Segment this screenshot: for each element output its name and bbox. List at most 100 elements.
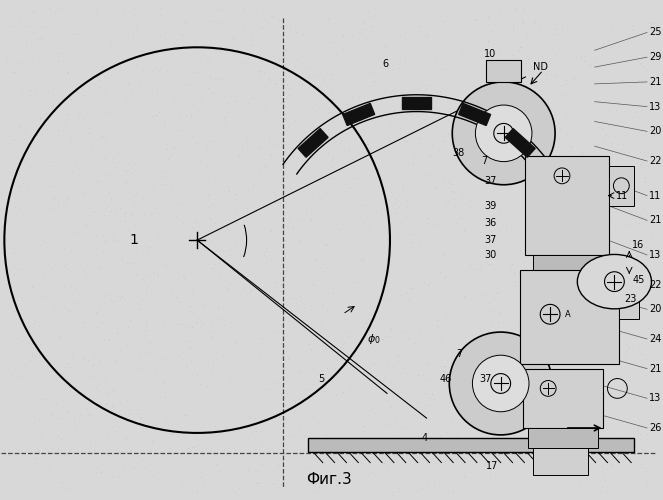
Point (273, 60, 284, 68)
Point (48, 102, 58, 110)
Point (234, 152, 245, 160)
Point (567, 230, 577, 237)
Point (109, 422, 120, 430)
Point (629, 78, 639, 86)
Point (493, 429, 504, 437)
Point (109, 209, 120, 217)
Point (259, 479, 269, 487)
Point (435, 65, 446, 73)
Point (524, 414, 534, 422)
Point (107, 386, 118, 394)
Point (214, 430, 225, 438)
Point (413, 125, 424, 133)
Point (518, 18, 529, 26)
Point (535, 122, 546, 130)
Point (130, 20, 141, 28)
Point (12, 28, 23, 36)
Point (27, 350, 38, 358)
Point (560, 90, 571, 98)
Point (519, 323, 530, 331)
Point (244, 412, 255, 420)
Point (394, 484, 404, 492)
Point (289, 408, 300, 416)
Point (81, 274, 91, 281)
Point (443, 488, 453, 496)
Point (98, 132, 109, 140)
Point (452, 10, 463, 18)
Point (5, 301, 15, 309)
Point (78, 359, 89, 367)
Point (86, 100, 96, 108)
Point (398, 424, 408, 432)
Point (88, 446, 99, 454)
Point (475, 82, 485, 90)
Point (58, 64, 69, 72)
Point (449, 202, 459, 209)
Point (72, 62, 83, 70)
Point (472, 472, 483, 480)
Point (359, 272, 369, 280)
Point (383, 133, 394, 141)
Point (364, 214, 375, 222)
Point (143, 111, 153, 119)
Point (256, 9, 267, 17)
Point (602, 483, 613, 491)
Point (541, 422, 552, 430)
Point (12, 46, 23, 54)
Point (369, 256, 379, 264)
Point (72, 136, 83, 144)
Point (322, 33, 332, 41)
Point (324, 55, 335, 63)
Point (638, 148, 649, 156)
Point (292, 300, 302, 308)
Point (394, 252, 404, 260)
Point (280, 348, 291, 356)
Point (609, 446, 620, 454)
Point (268, 480, 278, 488)
Point (568, 309, 579, 317)
Point (530, 185, 541, 193)
Point (611, 172, 621, 180)
Point (274, 461, 285, 469)
Point (505, 104, 516, 112)
Point (299, 199, 310, 207)
Point (84, 376, 95, 384)
Point (132, 270, 143, 278)
Point (177, 479, 188, 487)
Point (194, 266, 204, 274)
Point (598, 320, 609, 328)
Point (387, 86, 398, 94)
Point (344, 308, 355, 316)
Bar (533, 255, 601, 272)
Point (349, 352, 360, 360)
Point (489, 282, 500, 290)
Point (83, 412, 93, 420)
Point (409, 174, 420, 182)
Point (549, 128, 560, 136)
Point (435, 440, 446, 448)
Point (524, 306, 535, 314)
Point (312, 82, 323, 90)
Point (585, 60, 595, 68)
Point (330, 138, 340, 146)
Point (358, 253, 369, 261)
Point (364, 8, 375, 16)
Point (392, 229, 403, 237)
Point (280, 236, 290, 244)
Point (105, 197, 116, 205)
Point (230, 238, 241, 246)
Point (296, 278, 307, 286)
Point (577, 148, 588, 156)
Point (332, 133, 342, 141)
Point (149, 5, 159, 13)
Point (507, 222, 518, 230)
Point (249, 465, 260, 473)
Point (400, 34, 410, 42)
Point (77, 336, 88, 344)
Point (515, 231, 526, 239)
Point (297, 30, 308, 38)
Point (119, 166, 130, 173)
Point (215, 92, 225, 100)
Point (538, 158, 549, 166)
Point (239, 26, 249, 34)
